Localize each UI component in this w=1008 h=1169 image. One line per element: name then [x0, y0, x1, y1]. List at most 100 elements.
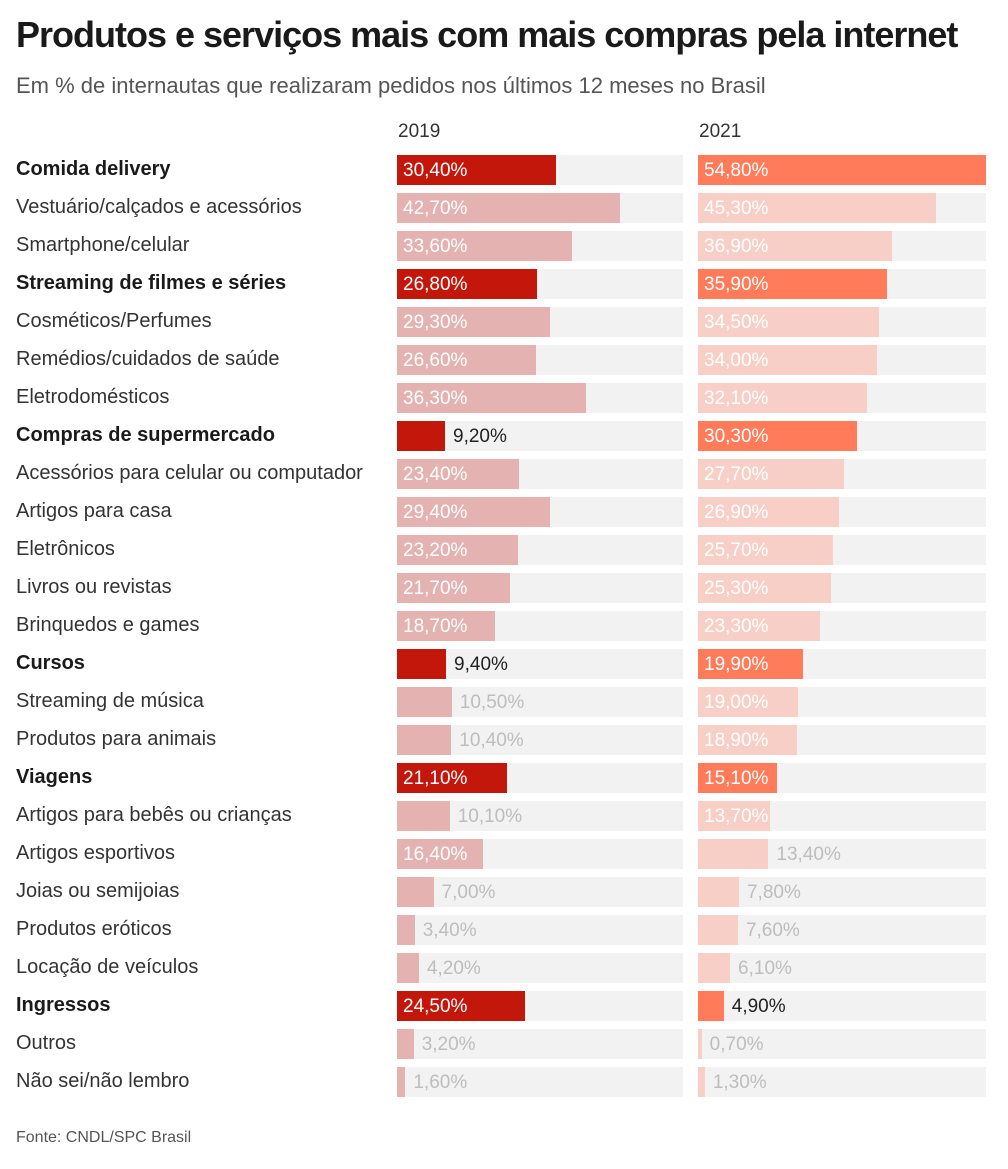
bar-2021: [698, 345, 877, 375]
bar-track-2019: 10,40%: [397, 725, 683, 755]
bar-2021: [698, 953, 731, 983]
bar-2021: [698, 1067, 705, 1097]
chart-row: Eletrodomésticos 36,30% 32,10%: [0, 378, 1008, 416]
bar-2021: [698, 497, 840, 527]
value-label-2021: 4,90%: [731, 996, 786, 1017]
category-label: Artigos para casa: [16, 500, 172, 522]
bar-2019: [397, 269, 537, 299]
category-label: Cursos: [16, 652, 85, 674]
value-label-2021: 30,30%: [704, 426, 769, 447]
bar-track-2019: 9,20%: [397, 421, 683, 451]
value-label-2021: 25,30%: [704, 578, 769, 599]
value-label-2019: 26,60%: [403, 350, 468, 371]
chart-row: Cosméticos/Perfumes 29,30% 34,50%: [0, 302, 1008, 340]
category-label: Joias ou semijoias: [16, 880, 180, 902]
bar-track-2021: 0,70%: [698, 1029, 986, 1059]
source-note: Fonte: CNDL/SPC Brasil: [16, 1129, 192, 1146]
bar-track-2021: 30,30%: [698, 421, 986, 451]
value-label-2021: 6,10%: [738, 958, 792, 979]
chart-row: Brinquedos e games 18,70% 23,30%: [0, 606, 1008, 644]
value-label-2021: 45,30%: [704, 198, 769, 219]
bar-track-2019: 9,40%: [397, 649, 683, 679]
bar-2021: [698, 725, 798, 755]
value-label-2019: 10,40%: [459, 730, 524, 751]
bar-2019: [397, 193, 620, 223]
bar-2019: [397, 991, 525, 1021]
bar-2019: [397, 763, 508, 793]
column-header-2019: 2019: [398, 121, 441, 142]
chart-row: Joias ou semijoias 7,00% 7,80%: [0, 872, 1008, 910]
value-label-2021: 7,60%: [745, 920, 800, 941]
bar-track-2019: 10,10%: [397, 801, 683, 831]
bar-2019: [397, 307, 550, 337]
value-label-2021: 32,10%: [704, 388, 769, 409]
bar-2019: [397, 725, 452, 755]
bar-2019: [397, 953, 419, 983]
chart-row: Vestuário/calçados e acessórios 42,70% 45,…: [0, 188, 1008, 226]
bar-2021: [698, 649, 803, 679]
bar-track-2019: 21,70%: [397, 573, 683, 603]
bar-track-2019: 3,20%: [397, 1029, 683, 1059]
category-label: Livros ou revistas: [16, 576, 172, 598]
chart-row: Produtos para animais 10,40% 18,90%: [0, 720, 1008, 758]
chart-row: Compras de supermercado 9,20% 30,30%: [0, 416, 1008, 454]
bar-2019: [397, 573, 511, 603]
bar-2021: [698, 459, 844, 489]
bar-track-2021: 13,70%: [698, 801, 986, 831]
bar-2021: [698, 687, 798, 717]
value-label-2019: 3,20%: [421, 1034, 476, 1055]
value-label-2019: 21,10%: [403, 768, 468, 789]
bar-2021: [698, 383, 867, 413]
value-label-2019: 30,40%: [403, 160, 468, 181]
category-label: Compras de supermercado: [16, 424, 275, 446]
bar-track-2019: 1,60%: [397, 1067, 683, 1097]
bar-2019: [397, 877, 434, 907]
chart-row: Viagens 21,10% 15,10%: [0, 758, 1008, 796]
category-label: Produtos para animais: [16, 728, 217, 750]
value-label-2019: 18,70%: [403, 616, 468, 637]
category-label: Outros: [16, 1032, 77, 1054]
value-label-2021: 27,70%: [704, 464, 769, 485]
chart-row: Cursos 9,40% 19,90%: [0, 644, 1008, 682]
category-label: Brinquedos e games: [16, 614, 200, 636]
bar-2019: [397, 155, 556, 185]
chart-row: Outros 3,20% 0,70%: [0, 1024, 1008, 1062]
bar-track-2021: 7,80%: [698, 877, 986, 907]
bar-2019: [397, 687, 452, 717]
value-label-2019: 4,20%: [426, 958, 481, 979]
category-label: Eletrodomésticos: [16, 386, 170, 408]
chart-title: Produtos e serviços mais com mais compra…: [16, 14, 958, 55]
bar-2021: [698, 193, 937, 223]
value-label-2019: 24,50%: [403, 996, 468, 1017]
chart-row: Streaming de filmes e séries 26,80% 35,90%: [0, 264, 1008, 302]
value-label-2021: 54,80%: [704, 160, 769, 181]
chart-row: Smartphone/celular 33,60% 36,90%: [0, 226, 1008, 264]
value-label-2019: 42,70%: [403, 198, 468, 219]
value-label-2021: 13,70%: [704, 806, 769, 827]
bar-track-2019: 30,40%: [397, 155, 683, 185]
chart-row: Artigos para bebês ou crianças 10,10% 13,7…: [0, 796, 1008, 834]
value-label-2019: 9,40%: [454, 654, 508, 675]
value-label-2021: 13,40%: [776, 844, 841, 865]
chart-row: Acessórios para celular ou computador 23,…: [0, 454, 1008, 492]
value-label-2019: 29,40%: [403, 502, 468, 523]
value-label-2021: 7,80%: [746, 882, 801, 903]
bar-track-2021: 45,30%: [698, 193, 986, 223]
bar-2021: [698, 269, 887, 299]
value-label-2021: 15,10%: [704, 768, 769, 789]
column-header-2021: 2021: [699, 121, 742, 142]
value-label-2019: 21,70%: [403, 578, 468, 599]
bar-track-2019: 42,70%: [397, 193, 683, 223]
value-label-2021: 23,30%: [704, 616, 769, 637]
bar-2019: [397, 801, 450, 831]
category-label: Comida delivery: [16, 158, 171, 180]
category-label: Artigos esportivos: [16, 842, 175, 864]
value-label-2021: 34,00%: [704, 350, 769, 371]
category-label: Não sei/não lembro: [16, 1070, 190, 1092]
bar-2019: [397, 497, 551, 527]
category-label: Produtos eróticos: [16, 918, 172, 940]
value-label-2019: 10,10%: [457, 806, 523, 827]
category-label: Viagens: [16, 766, 93, 788]
bar-2019: [397, 231, 573, 261]
bar-2019: [397, 383, 587, 413]
